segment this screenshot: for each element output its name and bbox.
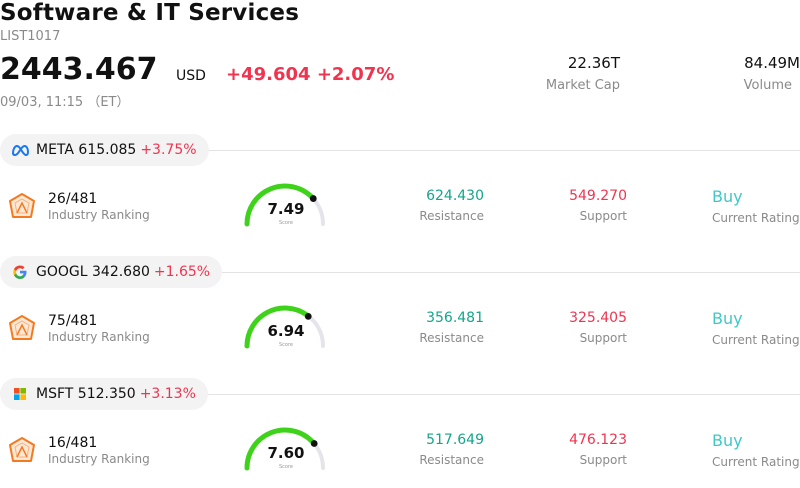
stock-change-percent: +3.13% bbox=[139, 386, 196, 402]
industry-ranking-icon bbox=[9, 315, 35, 340]
volume-value: 84.49M bbox=[744, 54, 800, 72]
currency-label: USD bbox=[176, 68, 206, 84]
meta-logo-icon bbox=[11, 141, 29, 159]
industry-rank-value: 26/481 bbox=[48, 191, 98, 207]
score-label: Score bbox=[278, 342, 293, 348]
score-gauge bbox=[244, 305, 325, 349]
stock-ticker: GOOGL bbox=[36, 264, 88, 280]
gauge-marker bbox=[310, 440, 318, 447]
gauge-fill bbox=[244, 427, 316, 471]
support-value: 549.270 bbox=[569, 188, 627, 204]
volume-label: Volume bbox=[743, 78, 792, 93]
industry-rank-label: Industry Ranking bbox=[48, 452, 150, 466]
resistance-label: Resistance bbox=[419, 209, 484, 223]
industry-ranking-icon bbox=[9, 437, 35, 462]
score-gauge bbox=[244, 183, 325, 227]
market-cap-value: 22.36T bbox=[567, 54, 620, 72]
section-divider bbox=[204, 150, 800, 151]
resistance-value: 624.430 bbox=[426, 188, 484, 204]
google-logo-icon bbox=[11, 263, 29, 281]
support-value: 476.123 bbox=[569, 432, 627, 448]
resistance-value: 356.481 bbox=[426, 310, 484, 326]
score-label: Score bbox=[278, 220, 293, 226]
timestamp: 09/03, 11:15 （ET） bbox=[0, 95, 130, 110]
industry-rank-label: Industry Ranking bbox=[48, 208, 150, 222]
section-divider bbox=[204, 394, 800, 395]
score-value: 6.94 bbox=[267, 322, 305, 340]
support-label: Support bbox=[579, 209, 627, 223]
score-label: Score bbox=[278, 464, 293, 470]
score-value: 7.60 bbox=[267, 444, 305, 462]
stock-change-percent: +1.65% bbox=[153, 264, 211, 280]
gauge-fill bbox=[244, 183, 315, 227]
stock-price: 342.680 bbox=[92, 264, 150, 280]
gauge-fill bbox=[244, 305, 310, 349]
current-rating-label: Current Rating bbox=[712, 333, 800, 347]
gauge-marker bbox=[309, 195, 317, 202]
index-price: 2443.467 bbox=[0, 52, 158, 87]
current-rating-label: Current Rating bbox=[712, 455, 800, 469]
score-gauge bbox=[244, 427, 325, 471]
page-title: Software & IT Services bbox=[0, 0, 300, 26]
stock-price: 512.350 bbox=[77, 386, 136, 402]
index-code: LIST1017 bbox=[0, 29, 61, 44]
resistance-label: Resistance bbox=[419, 331, 484, 345]
change-value: +49.604 bbox=[226, 64, 311, 85]
support-value: 325.405 bbox=[569, 310, 627, 326]
industry-rank-value: 75/481 bbox=[48, 313, 98, 329]
gauge-marker bbox=[304, 312, 312, 320]
score-value: 7.49 bbox=[267, 200, 305, 218]
resistance-value: 517.649 bbox=[426, 432, 484, 448]
stock-ticker: META bbox=[36, 142, 74, 158]
current-rating-label: Current Rating bbox=[712, 211, 800, 225]
stock-pill-googl[interactable]: GOOGL 342.680 +1.65% bbox=[0, 256, 223, 288]
section-divider bbox=[204, 272, 800, 273]
current-rating-value[interactable]: Buy bbox=[712, 187, 743, 206]
support-label: Support bbox=[579, 331, 627, 345]
industry-ranking-icon bbox=[9, 193, 35, 218]
industry-rank-value: 16/481 bbox=[48, 435, 98, 451]
stock-change-percent: +3.75% bbox=[140, 142, 197, 158]
market-cap-label: Market Cap bbox=[545, 78, 620, 93]
stock-pill-msft[interactable]: MSFT 512.350 +3.13% bbox=[0, 378, 208, 410]
resistance-label: Resistance bbox=[419, 453, 484, 467]
stock-ticker: MSFT bbox=[36, 386, 74, 402]
microsoft-logo-icon bbox=[11, 385, 29, 403]
support-label: Support bbox=[579, 453, 627, 467]
change-percent: +2.07% bbox=[316, 64, 395, 85]
stock-price: 615.085 bbox=[78, 142, 137, 158]
current-rating-value[interactable]: Buy bbox=[712, 309, 743, 328]
current-rating-value[interactable]: Buy bbox=[712, 431, 743, 450]
stock-pill-meta[interactable]: META 615.085 +3.75% bbox=[0, 134, 209, 166]
industry-rank-label: Industry Ranking bbox=[48, 330, 150, 344]
price-change: +49.604 +2.07% bbox=[226, 64, 394, 85]
